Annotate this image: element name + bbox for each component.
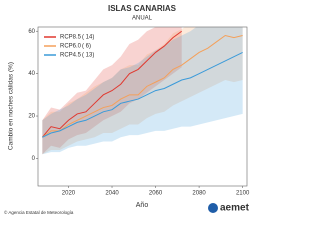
plot-frame [37,26,248,187]
y-tick-label: 0 [32,156,36,162]
series-line [42,34,243,138]
legend-note: ( 13) [82,53,94,59]
x-tick-label: 2100 [236,191,250,197]
y-tick-label: 20 [28,114,35,120]
legend-note: ( 6) [82,44,91,50]
logo-text: aemet [220,203,250,214]
series-line [41,30,182,138]
series-line [42,51,243,138]
legend-label: RCP8.5 [60,35,82,41]
chart-subtitle: ANUAL [132,16,153,22]
y-axis-label: Cambio en noches cálidas (%) [8,62,15,150]
footer-credit: © Agencia Estatal de Meteorología [4,209,74,215]
legend-note: ( 14) [82,35,94,41]
legend-label: RCP4.5 [60,53,82,59]
chart: ISLAS CANARIAS ANUAL Año Cambio en noche… [4,4,250,215]
y-tick-label: 60 [28,29,35,35]
x-tick-label: 2020 [62,191,76,197]
y-tick-label: 40 [28,71,35,77]
x-tick-label: 2080 [192,191,206,197]
x-tick-label: 2040 [105,191,119,197]
chart-title: ISLAS CANARIAS [108,4,177,13]
logo: aemet [208,203,250,214]
x-tick-label: 2060 [149,191,163,197]
logo-icon [208,203,218,213]
legend-label: RCP6.0 [60,44,82,50]
range-band [42,27,243,155]
x-axis-label: Año [136,202,149,209]
